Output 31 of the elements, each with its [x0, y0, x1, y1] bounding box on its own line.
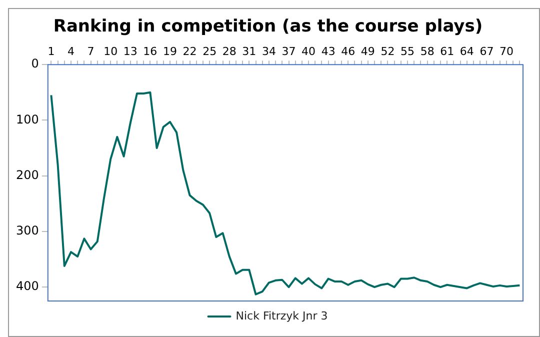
- x-tick-label: 46: [341, 44, 356, 58]
- x-tick-label: 43: [321, 44, 336, 58]
- x-tick-label: 58: [420, 44, 434, 58]
- legend-label: Nick Fitrzyk Jnr 3: [236, 309, 328, 322]
- x-tick-label: 34: [262, 44, 276, 58]
- y-tick-label: 200: [16, 168, 39, 182]
- x-tick-label: 16: [143, 44, 158, 58]
- x-tick-label: 70: [500, 44, 514, 58]
- y-tick-label: 400: [16, 279, 39, 294]
- x-tick-label: 28: [222, 44, 236, 58]
- x-tick-label: 19: [162, 44, 177, 58]
- y-tick-label: 300: [16, 224, 39, 238]
- x-tick-label: 31: [242, 44, 256, 58]
- x-tick-label: 40: [302, 44, 316, 58]
- x-tick-label: 55: [400, 44, 415, 58]
- x-tick-label: 49: [360, 44, 375, 58]
- x-tick-label: 64: [460, 44, 474, 58]
- x-tick-label: 37: [282, 44, 296, 58]
- chart-title: Ranking in competition (as the course plays): [53, 16, 483, 37]
- x-tick-label: 10: [104, 44, 118, 58]
- x-tick-label: 13: [123, 44, 138, 58]
- y-tick-label: 0: [31, 56, 39, 71]
- x-tick-label: 52: [380, 44, 395, 58]
- x-tick-label: 61: [440, 44, 454, 58]
- x-tick-label: 25: [202, 44, 217, 58]
- x-tick-label: 1: [48, 44, 55, 58]
- x-tick-label: 67: [480, 44, 494, 58]
- y-tick-label: 100: [16, 112, 39, 126]
- x-tick-label: 22: [182, 44, 197, 58]
- x-tick-label: 4: [68, 44, 74, 58]
- x-tick-label: 7: [87, 44, 94, 58]
